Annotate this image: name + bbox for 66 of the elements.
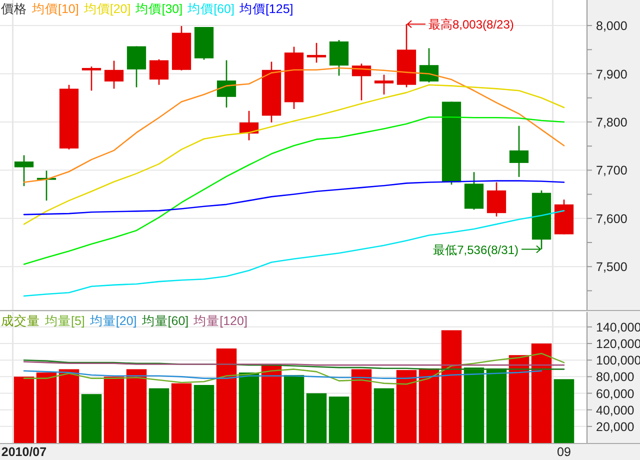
bar (36, 372, 57, 443)
candlestick (419, 48, 439, 84)
annotation: 最低7,536(8/31) (433, 242, 518, 257)
bar (418, 368, 440, 443)
bar (554, 379, 574, 443)
y-tick-label: 40,000 (596, 403, 634, 418)
candlestick (126, 46, 146, 88)
y-tick-label: 7,900 (596, 67, 628, 82)
bar (216, 348, 237, 443)
candlestick (486, 182, 506, 218)
bar (464, 368, 484, 443)
line-series (23, 180, 565, 216)
candlestick (216, 60, 236, 108)
bar (171, 383, 192, 443)
bar (284, 375, 304, 443)
candlestick (82, 66, 102, 92)
bar (508, 355, 530, 443)
bar (194, 384, 214, 443)
y-tick-label: 7,800 (596, 115, 628, 130)
line-series (23, 84, 565, 225)
candlestick (149, 58, 169, 86)
y-tick-label: 8,000 (596, 19, 628, 34)
legend-title: 成交量 (1, 313, 40, 328)
annotation: 最高8,003(8/23) (428, 18, 514, 32)
line-series (23, 352, 565, 385)
candlestick (306, 42, 326, 64)
bar (351, 369, 372, 443)
y-tick-label: 7,500 (596, 260, 628, 274)
bar (396, 370, 417, 443)
x-tick-label: 09 (557, 445, 571, 459)
text: 均量[60] (140, 314, 189, 328)
bar (238, 372, 260, 443)
bar (441, 330, 462, 443)
bar (81, 394, 102, 443)
bar (14, 376, 34, 443)
bar (148, 388, 170, 443)
candlestick (14, 154, 34, 187)
text: 均價[20] (82, 2, 131, 16)
y-tick-label: 80,000 (596, 370, 634, 384)
y-tick-label: 60,000 (596, 386, 634, 401)
text: 均量[5] (44, 314, 85, 328)
legend-title: 價格 (1, 2, 27, 16)
line-series (23, 116, 565, 265)
line-series (23, 370, 542, 379)
x-tick-label: 2010/07 (1, 445, 47, 459)
text: 均量[20] (88, 314, 137, 328)
text: 均價[30] (134, 2, 183, 16)
candlestick (509, 125, 529, 178)
bar (486, 368, 507, 443)
candlestick (104, 60, 124, 90)
text: 均價[125] (238, 2, 294, 16)
y-tick-label: 7,700 (596, 164, 628, 178)
bar (328, 396, 350, 443)
bar (374, 388, 394, 443)
bar (531, 344, 552, 443)
bar (126, 369, 147, 443)
bar (261, 364, 282, 443)
candlestick (374, 74, 394, 96)
text: 均價[60] (186, 2, 234, 16)
y-tick-label: 20,000 (596, 420, 634, 434)
bar (306, 393, 327, 443)
text: 均價[10] (31, 2, 79, 16)
text: 均量[120] (192, 314, 248, 328)
bar (58, 369, 80, 443)
y-tick-label: 7,600 (596, 212, 628, 226)
bar (104, 376, 124, 443)
